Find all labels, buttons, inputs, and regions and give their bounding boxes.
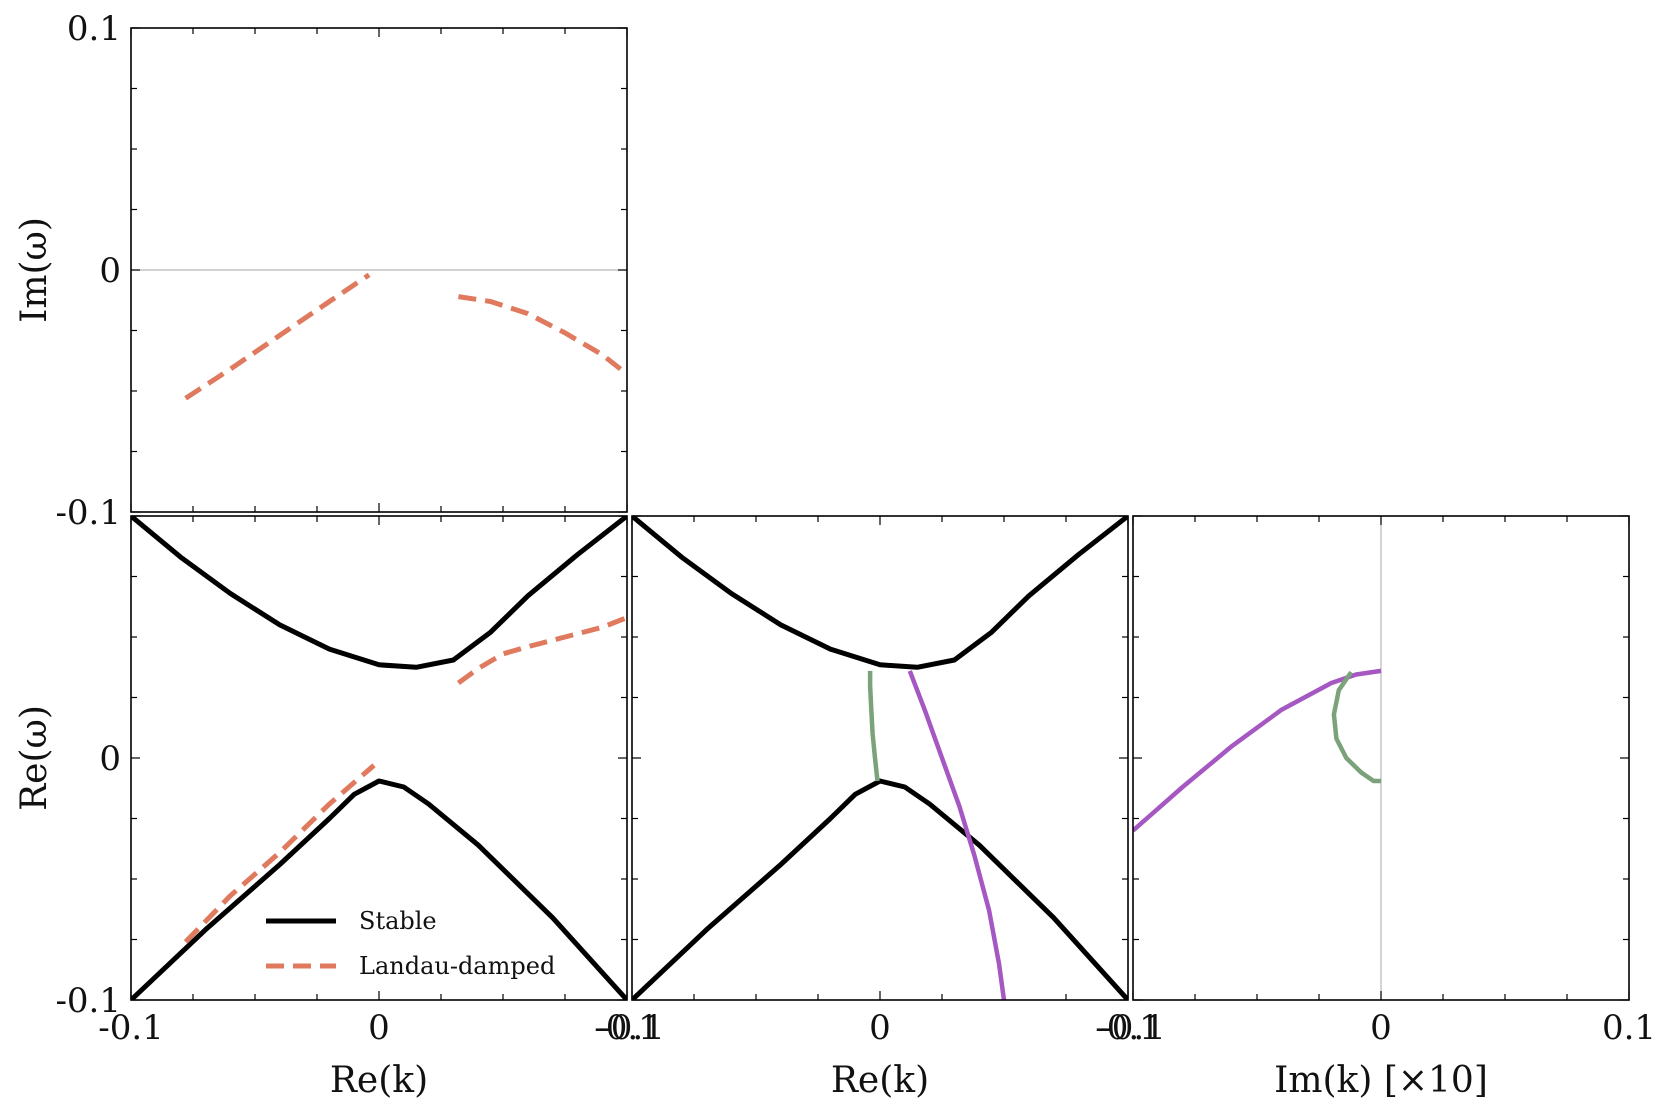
x-tick-label: 0 [869,1008,891,1048]
plot-frame [130,515,628,1001]
y-tick-label: 0 [99,739,121,779]
legend-label: Landau-damped [359,952,555,980]
panel-bottom-right: -0.1 0 0.1 Im(k) [×10] [1100,515,1656,1101]
y-axis-label: Im(ω) [14,217,55,323]
series-line-landau [184,272,371,401]
plot-layer: 0.10-0.1Im(ω)0-0.1-0.1 0 -0.1Re(k)Re(ω)Sta… [14,9,1656,1101]
series-group [131,516,627,1000]
plot-frame [1132,515,1630,1001]
x-tick-label: -0.1 [599,1008,665,1048]
x-tick-label: 0.1 [1602,1008,1656,1048]
series-line-purple [1133,668,1382,833]
series-line-purple [907,670,1007,1000]
legend: Stable Landau-damped [266,907,555,980]
series-line-stable [131,778,627,1000]
series-line-landau [183,763,376,944]
x-tick-label: -0.1 [594,1008,660,1048]
series-line-green [867,670,880,782]
series-line-stable [131,516,627,670]
y-tick-label: 0.1 [67,9,121,49]
x-tick-label: 0 [368,1008,390,1048]
series-group [632,516,1128,1000]
panel-bottom-left: 0-0.1-0.1 0 -0.1Re(k)Re(ω)StableLandau-dam… [14,515,660,1101]
series-group [1133,668,1382,833]
x-tick-label: -0.1 [1100,1008,1166,1048]
series-group [184,272,627,401]
x-tick-label: 0 [1370,1008,1392,1048]
x-axis-label: Re(k) [330,1060,428,1101]
panel-top: 0.1 0 -0.1 Im(ω) [14,9,628,533]
series-line-landau [456,615,627,686]
x-tick-label: -0.1 [1095,1008,1161,1048]
y-tick-label: 0 [99,251,121,291]
series-line-green [1331,670,1381,784]
series-line-stable [632,516,1128,670]
x-axis-label: Im(k) [×10] [1274,1060,1488,1101]
series-line-stable [632,778,1128,1000]
y-axis-label: Re(ω) [14,705,55,811]
legend-label: Stable [359,907,437,935]
x-axis-label: Re(k) [831,1060,929,1101]
panel-bottom-middle: -0.1 0 -0.1 Re(k) [599,515,1161,1101]
x-tick-label: -0.1 [98,1008,164,1048]
series-line-landau [458,294,627,377]
y-tick-label: -0.1 [55,493,121,533]
plot-frame [130,27,628,513]
plot-frame [631,515,1129,1001]
y-tick-label: -0.1 [55,981,121,1021]
